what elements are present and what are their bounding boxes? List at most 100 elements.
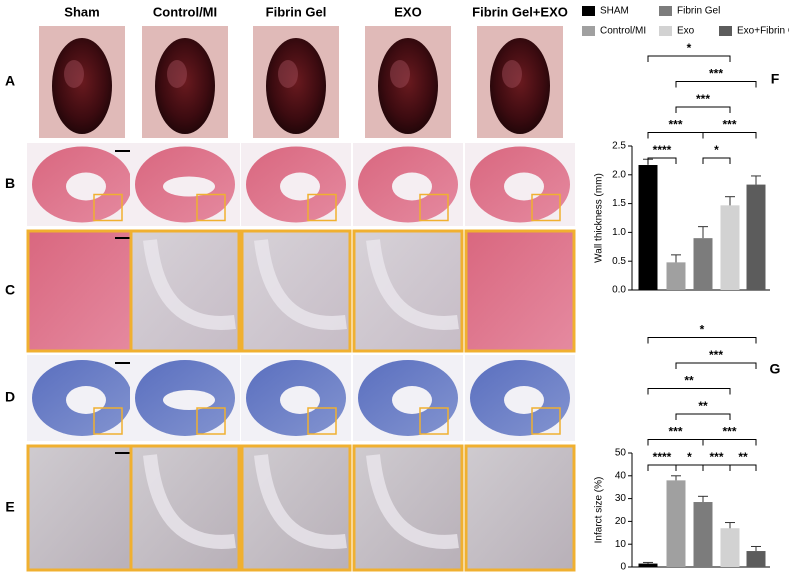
- error-bar: [698, 226, 708, 239]
- significance-label: **: [684, 374, 694, 388]
- zoom-box: [196, 407, 226, 435]
- column-header: Sham: [64, 4, 99, 19]
- legend-swatch: [659, 26, 672, 36]
- significance-bracket: [675, 81, 757, 88]
- bar: [638, 165, 658, 290]
- error-bar: [725, 196, 735, 206]
- legend-label: Exo+Fibrin Gel: [737, 26, 789, 37]
- y-tick-label: 2.0: [612, 169, 626, 180]
- significance-bracket: [647, 439, 704, 446]
- significance-bracket: [647, 388, 731, 395]
- y-tick-label: 50: [615, 448, 627, 459]
- zoom-box: [93, 407, 123, 435]
- legend-label: Exo: [677, 26, 695, 37]
- significance-bracket: [675, 464, 704, 471]
- significance-label: *: [700, 323, 705, 337]
- y-tick-label: 0: [620, 562, 626, 573]
- significance-label: *: [714, 143, 719, 157]
- significance-bracket: [702, 439, 757, 446]
- y-axis-label: Infarct size (%): [594, 477, 605, 544]
- significance-bracket: [647, 132, 704, 139]
- significance-label: ***: [668, 118, 682, 132]
- zoom-box: [93, 193, 123, 222]
- y-tick-label: 2.5: [612, 141, 626, 152]
- zoom-box: [307, 193, 337, 222]
- row-label: D: [5, 389, 15, 405]
- tissue-lumen: [392, 386, 432, 414]
- bar: [720, 528, 740, 567]
- error-bar: [643, 561, 653, 564]
- y-tick-label: 0.5: [612, 256, 626, 267]
- significance-bracket: [647, 157, 677, 164]
- significance-bracket: [675, 362, 757, 369]
- significance-bracket: [647, 337, 757, 344]
- column-header: Fibrin Gel+EXO: [472, 4, 568, 19]
- bar: [693, 502, 713, 567]
- error-bar: [671, 475, 681, 481]
- tissue-lumen: [163, 176, 215, 197]
- error-bar: [751, 175, 761, 185]
- significance-label: *: [687, 41, 692, 55]
- heart: [266, 38, 326, 134]
- y-tick-label: 1.5: [612, 198, 626, 209]
- significance-label: ***: [722, 118, 736, 132]
- tissue-lumen: [66, 172, 106, 201]
- heart-shine: [390, 60, 410, 88]
- y-tick-label: 1.0: [612, 227, 626, 238]
- zoom-box: [419, 407, 449, 435]
- significance-label: ****: [653, 450, 672, 464]
- legend-swatch: [582, 26, 595, 36]
- significance-label: ***: [709, 67, 723, 81]
- heart-shine: [502, 60, 522, 88]
- significance-label: **: [698, 399, 708, 413]
- panel-label: G: [770, 361, 781, 377]
- row-label: A: [5, 73, 15, 89]
- significance-label: ****: [653, 143, 672, 157]
- heart-shine: [278, 60, 298, 88]
- column-header: Control/MI: [153, 4, 217, 19]
- legend-label: Fibrin Gel: [677, 6, 720, 17]
- heart: [155, 38, 215, 134]
- tissue-lumen: [392, 172, 432, 201]
- significance-label: ***: [696, 92, 710, 106]
- y-tick-label: 20: [615, 516, 627, 527]
- significance-bracket: [647, 55, 731, 62]
- significance-bracket: [675, 106, 731, 113]
- magnified-section: [26, 444, 138, 572]
- bar: [693, 238, 713, 290]
- tissue-fold: [143, 454, 236, 549]
- significance-label: ***: [709, 450, 723, 464]
- tissue-lumen: [280, 172, 320, 201]
- y-axis-label: Wall thickness (mm): [594, 173, 605, 263]
- column-header: EXO: [394, 4, 421, 19]
- heart-shine: [167, 60, 187, 88]
- significance-label: ***: [709, 348, 723, 362]
- bar: [666, 262, 686, 290]
- heart-shine: [64, 60, 84, 88]
- tissue-lumen: [504, 386, 544, 414]
- row-label: E: [5, 499, 14, 515]
- bar: [746, 551, 766, 567]
- error-bar: [751, 545, 761, 552]
- panel-label: F: [771, 71, 780, 87]
- significance-bracket: [702, 132, 757, 139]
- zoom-box: [419, 193, 449, 222]
- magnified-section: [464, 444, 576, 572]
- error-bar: [698, 495, 708, 503]
- legend-swatch: [582, 6, 595, 16]
- legend-label: Control/MI: [600, 26, 646, 37]
- row-label: B: [5, 175, 15, 191]
- significance-bracket: [729, 464, 757, 471]
- tissue-fold: [143, 239, 236, 330]
- significance-label: ***: [668, 425, 682, 439]
- significance-bracket: [702, 157, 731, 164]
- magnified-section: [464, 229, 576, 353]
- legend-label: SHAM: [600, 6, 629, 17]
- legend-swatch: [719, 26, 732, 36]
- tissue-fold: [366, 454, 459, 549]
- tissue-lumen: [66, 386, 106, 414]
- row-label: C: [5, 282, 15, 298]
- significance-bracket: [675, 413, 731, 420]
- tissue-lumen: [280, 386, 320, 414]
